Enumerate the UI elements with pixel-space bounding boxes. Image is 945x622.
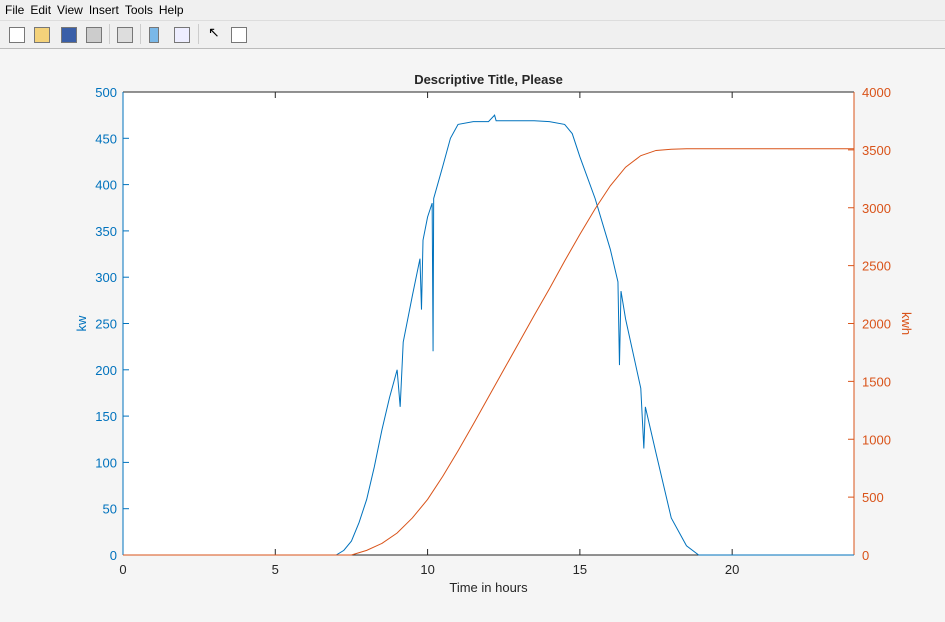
dock-icon[interactable] — [231, 27, 247, 43]
y2-tick-label: 1500 — [862, 374, 891, 389]
y2-tick-label: 2500 — [862, 259, 891, 274]
legend-icon[interactable] — [174, 27, 190, 43]
menu-item[interactable]: Help — [158, 3, 184, 17]
y-tick-label: 0 — [110, 548, 117, 563]
y-tick-label: 450 — [95, 131, 117, 146]
plot-area — [123, 92, 854, 555]
y-tick-label: 100 — [95, 455, 117, 470]
y2-tick-label: 3000 — [862, 201, 891, 216]
link-icon[interactable] — [117, 27, 133, 43]
y-tick-label: 500 — [95, 85, 117, 100]
y-tick-label: 300 — [95, 270, 117, 285]
new-icon[interactable] — [9, 27, 25, 43]
y-tick-label: 150 — [95, 409, 117, 424]
toolbar: ↖ — [0, 20, 945, 49]
y-tick-label: 350 — [95, 224, 117, 239]
y2-tick-label: 0 — [862, 548, 869, 563]
colorbar-icon[interactable] — [149, 27, 159, 43]
y-axis-label: kw — [74, 315, 89, 332]
x-axis-label: Time in hours — [449, 580, 528, 595]
pointer-icon[interactable]: ↖ — [208, 24, 220, 40]
x-tick-label: 20 — [725, 562, 739, 577]
menu-item[interactable]: Insert — [88, 3, 119, 17]
menu-bar: File Edit View Insert Tools Help — [0, 0, 945, 20]
x-tick-label: 5 — [272, 562, 279, 577]
series-line — [123, 148, 854, 556]
y2-tick-label: 4000 — [862, 85, 891, 100]
separator — [140, 24, 141, 44]
menu-item[interactable]: Tools — [124, 3, 153, 17]
y2-tick-label: 500 — [862, 490, 884, 505]
series-line — [123, 114, 854, 556]
chart-title: Descriptive Title, Please — [414, 72, 563, 87]
x-tick-label: 15 — [573, 562, 587, 577]
y-tick-label: 250 — [95, 317, 117, 332]
y-tick-label: 400 — [95, 178, 117, 193]
y-tick-label: 200 — [95, 363, 117, 378]
y2-tick-label: 1000 — [862, 432, 891, 447]
y2-tick-label: 3500 — [862, 143, 891, 158]
separator — [198, 24, 199, 44]
y-tick-label: 50 — [103, 502, 117, 517]
open-icon[interactable] — [34, 27, 50, 43]
x-tick-label: 0 — [119, 562, 126, 577]
x-tick-label: 10 — [420, 562, 434, 577]
menu-item[interactable]: View — [57, 3, 83, 17]
menu-item[interactable]: File — [5, 3, 25, 17]
y2-axis-label: kwh — [899, 312, 914, 335]
menu-item[interactable]: Edit — [30, 3, 52, 17]
print-icon[interactable] — [86, 27, 102, 43]
y2-tick-label: 2000 — [862, 317, 891, 332]
separator — [109, 24, 110, 44]
save-icon[interactable] — [61, 27, 77, 43]
